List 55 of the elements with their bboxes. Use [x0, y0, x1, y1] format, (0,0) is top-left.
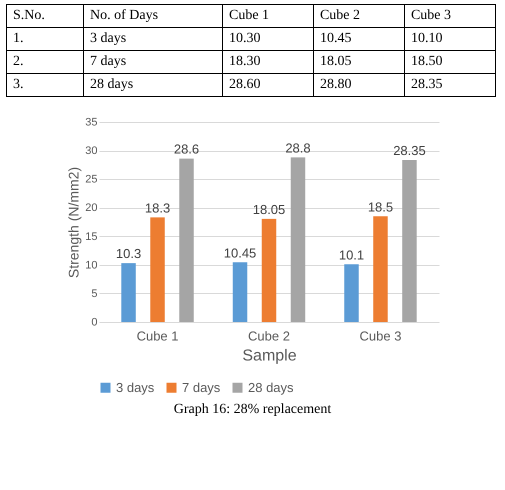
y-tick-label: 10 [85, 259, 98, 272]
y-tick-label: 20 [85, 202, 98, 214]
bar [179, 158, 194, 322]
category-label: No. of Days [84, 4, 222, 28]
text: 7 days [84, 50, 222, 74]
bar [402, 160, 417, 322]
bar [373, 216, 388, 322]
category-label: Cube 2 [313, 4, 404, 28]
text: 18.30 [222, 50, 314, 74]
text: 3. [6, 74, 84, 96]
text: 28.80 [313, 74, 404, 96]
y-tick-label: 15 [85, 230, 98, 243]
bar [344, 264, 359, 322]
bar [262, 218, 276, 322]
legend-label: 3 days [116, 380, 155, 395]
x-tick-label: Cube 1 [136, 328, 178, 344]
y-tick-label: 35 [85, 116, 98, 128]
x-axis-title: Sample [242, 348, 297, 364]
category-label: S.No. [6, 4, 84, 28]
y-tick-label: 5 [91, 288, 98, 300]
bar [290, 157, 306, 322]
x-tick-label: Cube 2 [248, 328, 290, 344]
text: 18.50 [404, 50, 496, 74]
legend-label: 28 days [248, 380, 294, 395]
data-label: 28.6 [174, 142, 200, 157]
text: 10.45 [313, 28, 404, 50]
data-label: 18.5 [368, 199, 394, 214]
x-tick-label: Cube 3 [360, 328, 402, 344]
caption: Graph 16: 28% replacement [172, 402, 332, 418]
y-tick-label: 0 [91, 316, 98, 328]
text: 1. [6, 28, 84, 50]
data-label: 28.35 [393, 143, 426, 158]
data-label: 10.3 [116, 246, 142, 262]
text: 2. [6, 50, 84, 74]
bar [232, 262, 248, 322]
y-tick-label: 25 [85, 174, 98, 186]
text: 28 days [84, 74, 222, 96]
text: 10.30 [222, 28, 314, 50]
y-axis-title: Strength (N/mm2) [65, 166, 82, 278]
text: 3 days [84, 28, 222, 50]
category-label: Cube 3 [404, 4, 496, 28]
legend-label: 7 days [182, 380, 221, 395]
data-label: 18.05 [252, 202, 286, 217]
data-label: 18.3 [144, 200, 170, 216]
data-label: 28.8 [285, 140, 311, 156]
category-label: Cube 1 [222, 4, 314, 28]
text: 10.10 [404, 28, 496, 50]
text: 18.05 [313, 50, 404, 74]
text: 28.60 [222, 74, 314, 96]
data-label: 10.45 [224, 245, 256, 260]
bar [150, 217, 165, 322]
bar [121, 263, 136, 322]
data-label: 10.1 [338, 247, 364, 262]
y-tick-label: 30 [85, 145, 98, 158]
text: 28.35 [404, 74, 496, 96]
